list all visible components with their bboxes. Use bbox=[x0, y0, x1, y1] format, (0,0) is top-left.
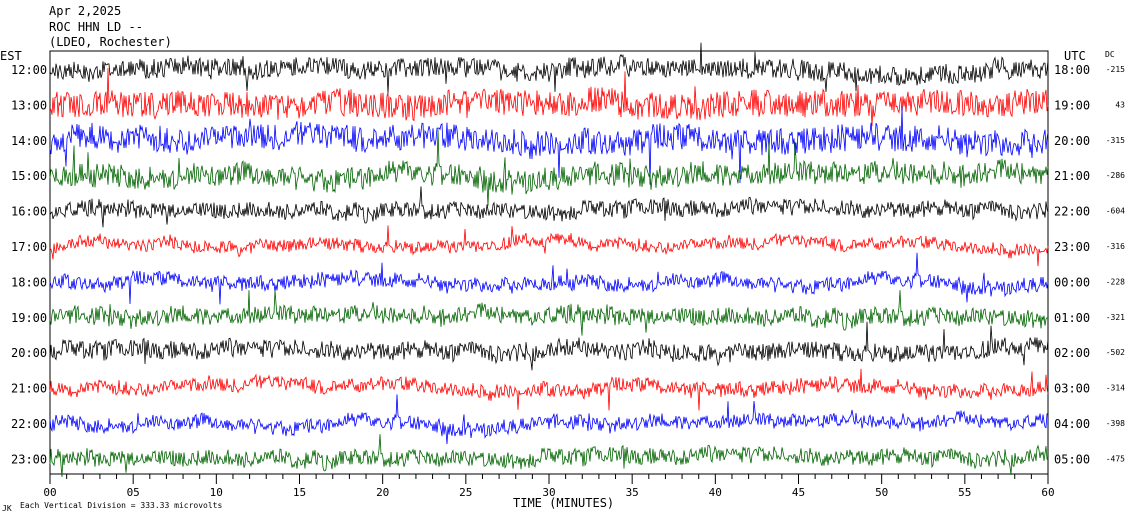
trace-line bbox=[49, 290, 1049, 336]
x-axis: 00 05 10 15 20 25 30 35 40 45 50 55 60 bbox=[43, 474, 1055, 499]
trace-line bbox=[49, 67, 1049, 127]
logo-mark: JK bbox=[2, 504, 12, 513]
trace-line bbox=[49, 394, 1049, 445]
dc-offset-label: 43 bbox=[1115, 100, 1125, 109]
utc-hour-label: 19:00 bbox=[1054, 98, 1090, 112]
trace-line bbox=[49, 368, 1049, 411]
trace-line bbox=[49, 434, 1049, 478]
utc-hour-label: 05:00 bbox=[1054, 452, 1090, 466]
est-hour-label: 22:00 bbox=[11, 417, 47, 431]
utc-hour-label: 18:00 bbox=[1054, 63, 1090, 77]
utc-axis-title: UTC bbox=[1064, 49, 1086, 63]
row-label-layer: 12:00 18:00 -215 13:00 19:00 43 14:00 20:00 -315… bbox=[11, 63, 1125, 466]
date-label: Apr 2,2025 bbox=[49, 4, 121, 18]
est-hour-label: 21:00 bbox=[11, 382, 47, 396]
x-tick-label: 50 bbox=[875, 486, 888, 499]
network-label: (LDEO, Rochester) bbox=[49, 35, 172, 49]
trace-line bbox=[49, 252, 1049, 305]
utc-hour-label: 20:00 bbox=[1054, 134, 1090, 148]
x-tick-label: 60 bbox=[1041, 486, 1054, 499]
x-tick-label: 35 bbox=[626, 486, 639, 499]
dc-offset-label: -228 bbox=[1106, 277, 1125, 286]
est-hour-label: 16:00 bbox=[11, 205, 47, 219]
est-hour-label: 15:00 bbox=[11, 169, 47, 183]
est-hour-label: 18:00 bbox=[11, 275, 47, 289]
x-tick-label: 40 bbox=[709, 486, 722, 499]
station-label: ROC HHN LD -- bbox=[49, 20, 143, 34]
est-hour-label: 20:00 bbox=[11, 346, 47, 360]
trace-line bbox=[49, 225, 1049, 267]
est-axis-title: EST bbox=[0, 49, 22, 63]
x-tick-label: 10 bbox=[210, 486, 223, 499]
est-hour-label: 13:00 bbox=[11, 98, 47, 112]
utc-hour-label: 21:00 bbox=[1054, 169, 1090, 183]
trace-line bbox=[49, 42, 1049, 94]
dc-offset-label: -321 bbox=[1106, 313, 1125, 322]
dc-offset-label: -502 bbox=[1106, 348, 1125, 357]
dc-offset-label: -215 bbox=[1106, 65, 1125, 74]
x-tick-label: 00 bbox=[43, 486, 56, 499]
x-tick-label: 15 bbox=[293, 486, 306, 499]
trace-line bbox=[49, 129, 1049, 206]
dc-offset-label: -286 bbox=[1106, 171, 1125, 180]
dc-offset-label: -315 bbox=[1106, 136, 1125, 145]
x-axis-title: TIME (MINUTES) bbox=[513, 496, 614, 510]
trace-line bbox=[49, 106, 1049, 185]
x-tick-label: 30 bbox=[542, 486, 555, 499]
utc-hour-label: 02:00 bbox=[1054, 346, 1090, 360]
utc-hour-label: 00:00 bbox=[1054, 275, 1090, 289]
x-tick-label: 55 bbox=[958, 486, 971, 499]
trace-line bbox=[49, 321, 1049, 371]
utc-hour-label: 03:00 bbox=[1054, 382, 1090, 396]
utc-hour-label: 23:00 bbox=[1054, 240, 1090, 254]
x-tick-label: 45 bbox=[792, 486, 805, 499]
dc-offset-label: -314 bbox=[1106, 384, 1125, 393]
est-hour-label: 17:00 bbox=[11, 240, 47, 254]
dc-offset-label: -398 bbox=[1106, 419, 1125, 428]
dc-offset-label: -316 bbox=[1106, 242, 1125, 251]
est-hour-label: 23:00 bbox=[11, 452, 47, 466]
x-tick-label: 05 bbox=[127, 486, 140, 499]
trace-layer bbox=[49, 42, 1049, 478]
dc-offset-label: -604 bbox=[1106, 207, 1125, 216]
est-hour-label: 12:00 bbox=[11, 63, 47, 77]
x-tick-label: 20 bbox=[376, 486, 389, 499]
scale-note: Each Vertical Division = 333.33 microvol… bbox=[20, 501, 222, 510]
est-hour-label: 14:00 bbox=[11, 134, 47, 148]
dc-axis-title: DC bbox=[1105, 50, 1115, 59]
dc-offset-label: -475 bbox=[1106, 454, 1125, 463]
utc-hour-label: 22:00 bbox=[1054, 205, 1090, 219]
plot-frame bbox=[49, 50, 1049, 475]
trace-line bbox=[49, 186, 1049, 228]
utc-hour-label: 01:00 bbox=[1054, 311, 1090, 325]
x-tick-label: 25 bbox=[459, 486, 472, 499]
est-hour-label: 19:00 bbox=[11, 311, 47, 325]
utc-hour-label: 04:00 bbox=[1054, 417, 1090, 431]
